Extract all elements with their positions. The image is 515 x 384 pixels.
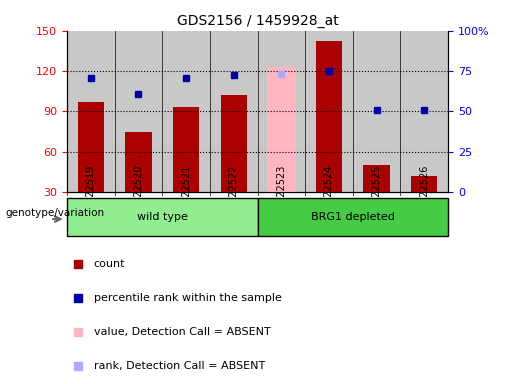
Text: GSM122525: GSM122525 [372,164,382,223]
FancyBboxPatch shape [258,198,448,236]
Text: GSM122526: GSM122526 [419,164,429,223]
Bar [220,95,247,192]
Text: percentile rank within the sample: percentile rank within the sample [94,293,282,303]
Bar [125,131,151,192]
Bar [78,102,104,192]
Title: GDS2156 / 1459928_at: GDS2156 / 1459928_at [177,14,338,28]
Text: genotype/variation: genotype/variation [5,208,104,218]
Text: GSM122523: GSM122523 [277,164,286,223]
FancyBboxPatch shape [67,198,258,236]
Text: value, Detection Call = ABSENT: value, Detection Call = ABSENT [94,327,270,337]
Bar [364,165,390,192]
Text: BRG1 depleted: BRG1 depleted [311,212,394,222]
Bar [411,176,437,192]
Text: wild type: wild type [137,212,187,222]
Text: GSM122524: GSM122524 [324,164,334,223]
Text: GSM122519: GSM122519 [86,164,96,223]
Bar [316,41,342,192]
Text: rank, Detection Call = ABSENT: rank, Detection Call = ABSENT [94,361,265,371]
Text: GSM122522: GSM122522 [229,164,238,223]
Text: count: count [94,259,125,269]
Bar [173,107,199,192]
Text: GSM122520: GSM122520 [133,164,143,223]
Bar [267,67,296,192]
Text: GSM122521: GSM122521 [181,164,191,223]
